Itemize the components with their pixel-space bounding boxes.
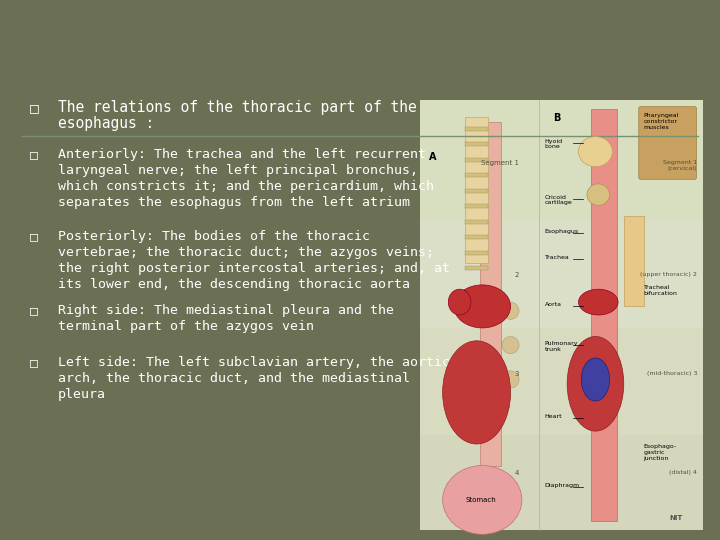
Bar bbox=[465, 251, 488, 254]
Text: (distal) 4: (distal) 4 bbox=[670, 470, 698, 475]
Bar bbox=[465, 117, 488, 264]
Text: 3: 3 bbox=[515, 371, 519, 377]
Text: which constricts it; and the pericardium, which: which constricts it; and the pericardium… bbox=[58, 180, 434, 193]
Bar bbox=[420, 328, 703, 435]
Text: A: A bbox=[428, 152, 436, 161]
Text: B: B bbox=[553, 113, 560, 123]
Bar bbox=[591, 109, 617, 522]
Text: Right side: The mediastinal pleura and the: Right side: The mediastinal pleura and t… bbox=[58, 304, 394, 317]
Text: its lower end, the descending thoracic aorta: its lower end, the descending thoracic a… bbox=[58, 278, 410, 291]
Ellipse shape bbox=[502, 371, 519, 388]
Ellipse shape bbox=[454, 285, 510, 328]
Text: Hyoid
bone: Hyoid bone bbox=[544, 139, 562, 150]
Text: Left side: The left subclavian artery, the aortic: Left side: The left subclavian artery, t… bbox=[58, 356, 450, 369]
Text: Heart: Heart bbox=[544, 414, 562, 419]
Bar bbox=[465, 266, 488, 270]
Text: Diaphragm: Diaphragm bbox=[544, 483, 580, 488]
Text: laryngeal nerve; the left principal bronchus,: laryngeal nerve; the left principal bron… bbox=[58, 164, 418, 177]
Ellipse shape bbox=[502, 336, 519, 354]
Text: Segment 1: Segment 1 bbox=[481, 160, 519, 166]
Text: NIT: NIT bbox=[669, 515, 683, 522]
Text: Stomach: Stomach bbox=[465, 497, 496, 503]
Text: esophagus :: esophagus : bbox=[58, 116, 154, 131]
Text: separates the esophagus from the left atrium: separates the esophagus from the left at… bbox=[58, 196, 410, 209]
Text: Aorta: Aorta bbox=[544, 302, 562, 307]
Ellipse shape bbox=[443, 341, 510, 444]
Bar bbox=[465, 204, 488, 208]
Text: Pharyngeal
constrictor
muscles: Pharyngeal constrictor muscles bbox=[644, 113, 679, 130]
Text: Tracheal
bifurcation: Tracheal bifurcation bbox=[644, 285, 678, 296]
Ellipse shape bbox=[587, 184, 610, 205]
Ellipse shape bbox=[449, 289, 471, 315]
Text: Posteriorly: The bodies of the thoracic: Posteriorly: The bodies of the thoracic bbox=[58, 230, 370, 243]
Text: 2: 2 bbox=[515, 272, 519, 278]
Text: Segment 1
(cervical): Segment 1 (cervical) bbox=[663, 160, 698, 171]
Text: The relations of the thoracic part of the: The relations of the thoracic part of th… bbox=[58, 100, 417, 115]
Bar bbox=[465, 220, 488, 224]
Text: (mid-thoracic) 3: (mid-thoracic) 3 bbox=[647, 371, 698, 376]
Text: vertebrae; the thoracic duct; the azygos veins;: vertebrae; the thoracic duct; the azygos… bbox=[58, 246, 434, 259]
Text: □: □ bbox=[30, 148, 38, 161]
Ellipse shape bbox=[578, 137, 613, 167]
Bar bbox=[465, 127, 488, 131]
Bar bbox=[465, 173, 488, 177]
Text: Trachea: Trachea bbox=[544, 255, 570, 260]
Ellipse shape bbox=[581, 358, 610, 401]
Text: □: □ bbox=[30, 304, 38, 317]
Text: 4: 4 bbox=[515, 470, 519, 476]
Bar bbox=[465, 158, 488, 161]
Text: arch, the thoracic duct, and the mediastinal: arch, the thoracic duct, and the mediast… bbox=[58, 372, 410, 385]
Text: □: □ bbox=[30, 100, 39, 115]
Text: Pulmonary
trunk: Pulmonary trunk bbox=[544, 341, 578, 352]
Ellipse shape bbox=[578, 289, 618, 315]
Text: Esophago-
gastric
junction: Esophago- gastric junction bbox=[644, 444, 677, 461]
Text: Cricoid
cartilage: Cricoid cartilage bbox=[544, 194, 572, 205]
Bar bbox=[420, 100, 703, 220]
Bar bbox=[465, 188, 488, 193]
Text: terminal part of the azygos vein: terminal part of the azygos vein bbox=[58, 320, 314, 333]
Bar bbox=[624, 216, 644, 306]
Bar bbox=[480, 122, 501, 465]
Bar bbox=[420, 435, 703, 530]
Ellipse shape bbox=[443, 465, 522, 534]
Text: □: □ bbox=[30, 230, 38, 243]
Text: pleura: pleura bbox=[58, 388, 106, 401]
Bar bbox=[465, 235, 488, 239]
Text: (upper thoracic) 2: (upper thoracic) 2 bbox=[641, 272, 698, 277]
Bar bbox=[465, 142, 488, 146]
Text: Esophagus: Esophagus bbox=[544, 229, 579, 234]
Ellipse shape bbox=[567, 336, 624, 431]
Bar bbox=[420, 100, 703, 530]
Text: the right posterior intercostal arteries; and, at: the right posterior intercostal arteries… bbox=[58, 262, 450, 275]
Text: Anteriorly: The trachea and the left recurrent: Anteriorly: The trachea and the left rec… bbox=[58, 148, 426, 161]
Text: □: □ bbox=[30, 356, 38, 369]
FancyBboxPatch shape bbox=[639, 106, 696, 179]
Bar bbox=[420, 220, 703, 328]
Ellipse shape bbox=[502, 302, 519, 319]
